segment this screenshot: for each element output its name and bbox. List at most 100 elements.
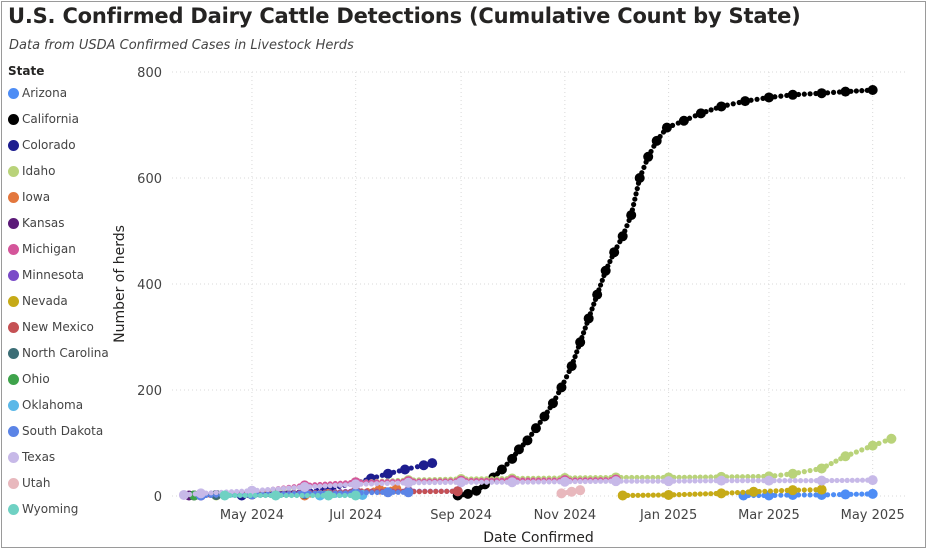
texas-data-point[interactable] xyxy=(299,481,310,492)
colorado-data-point[interactable] xyxy=(399,464,410,475)
california-data-point[interactable] xyxy=(556,382,567,393)
legend-item-iowa[interactable]: Iowa xyxy=(8,184,118,210)
legend-item-colorado[interactable]: Colorado xyxy=(8,132,118,158)
utah-data-point[interactable] xyxy=(575,485,586,496)
legend-item-nevada[interactable]: Nevada xyxy=(8,288,118,314)
idaho-trail-dot xyxy=(778,472,784,478)
legend-item-utah[interactable]: Utah xyxy=(8,470,118,496)
idaho-trail-dot xyxy=(697,474,703,480)
legend-item-kansas[interactable]: Kansas xyxy=(8,210,118,236)
new-mexico-data-point[interactable] xyxy=(452,486,463,497)
legend-item-michigan[interactable]: Michigan xyxy=(8,236,118,262)
california-data-point[interactable] xyxy=(678,115,689,126)
california-data-point[interactable] xyxy=(592,289,603,300)
wyoming-data-point[interactable] xyxy=(323,490,334,501)
california-data-point[interactable] xyxy=(522,435,533,446)
wyoming-data-point[interactable] xyxy=(270,490,281,501)
utah-data-point[interactable] xyxy=(556,488,567,499)
california-data-point[interactable] xyxy=(609,247,620,258)
california-data-point[interactable] xyxy=(661,122,672,133)
texas-data-point[interactable] xyxy=(178,489,189,500)
california-data-point[interactable] xyxy=(626,210,637,221)
texas-data-point[interactable] xyxy=(867,475,878,486)
south-dakota-data-point[interactable] xyxy=(382,487,393,498)
california-data-point[interactable] xyxy=(471,485,482,496)
california-data-point[interactable] xyxy=(462,488,473,499)
legend-item-ohio[interactable]: Ohio xyxy=(8,366,118,392)
legend-item-california[interactable]: California xyxy=(8,106,118,132)
california-data-point[interactable] xyxy=(507,453,518,464)
wyoming-trail-dot xyxy=(262,492,269,499)
colorado-data-point[interactable] xyxy=(427,458,438,469)
texas-data-point[interactable] xyxy=(816,475,827,486)
nevada-data-point[interactable] xyxy=(787,485,798,496)
idaho-data-point[interactable] xyxy=(886,433,897,444)
legend-item-idaho[interactable]: Idaho xyxy=(8,158,118,184)
california-data-point[interactable] xyxy=(763,92,774,103)
legend-item-arizona[interactable]: Arizona xyxy=(8,80,118,106)
texas-data-point[interactable] xyxy=(195,488,206,499)
colorado-data-point[interactable] xyxy=(418,460,429,471)
california-data-point[interactable] xyxy=(575,337,586,348)
utah-data-point[interactable] xyxy=(566,486,577,497)
legend-item-oklahoma[interactable]: Oklahoma xyxy=(8,392,118,418)
idaho-data-point[interactable] xyxy=(787,468,798,479)
california-data-point[interactable] xyxy=(530,423,541,434)
california-data-point[interactable] xyxy=(496,464,507,475)
california-data-point[interactable] xyxy=(566,361,577,372)
legend-item-texas[interactable]: Texas xyxy=(8,444,118,470)
texas-data-point[interactable] xyxy=(456,477,467,488)
california-data-point[interactable] xyxy=(740,96,751,107)
california-data-point[interactable] xyxy=(816,88,827,99)
idaho-data-point[interactable] xyxy=(816,463,827,474)
legend-item-north-carolina[interactable]: North Carolina xyxy=(8,340,118,366)
texas-trail-dot xyxy=(546,479,552,485)
x-tick-label: Sep 2024 xyxy=(430,508,492,523)
legend-item-south-dakota[interactable]: South Dakota xyxy=(8,418,118,444)
california-data-point[interactable] xyxy=(634,173,645,183)
legend-item-new-mexico[interactable]: New Mexico xyxy=(8,314,118,340)
arizona-data-point[interactable] xyxy=(867,488,878,499)
nevada-data-point[interactable] xyxy=(663,489,674,500)
nevada-data-point[interactable] xyxy=(617,490,628,501)
california-data-point[interactable] xyxy=(583,313,594,324)
texas-data-point[interactable] xyxy=(716,475,727,486)
texas-trail-dot xyxy=(639,478,645,484)
california-data-point[interactable] xyxy=(539,411,550,422)
texas-data-point[interactable] xyxy=(610,476,621,487)
colorado-data-point[interactable] xyxy=(382,468,393,479)
south-dakota-data-point[interactable] xyxy=(403,487,414,498)
california-data-point[interactable] xyxy=(787,89,798,100)
wyoming-data-point[interactable] xyxy=(219,490,230,501)
texas-data-point[interactable] xyxy=(350,479,361,490)
idaho-trail-dot xyxy=(655,474,661,481)
arizona-data-point[interactable] xyxy=(840,489,851,500)
idaho-data-point[interactable] xyxy=(867,440,878,451)
texas-data-point[interactable] xyxy=(403,477,414,488)
texas-data-point[interactable] xyxy=(763,475,774,486)
idaho-trail-dot xyxy=(729,474,735,480)
california-data-point[interactable] xyxy=(867,85,878,96)
nevada-data-point[interactable] xyxy=(816,484,827,495)
legend-item-wyoming[interactable]: Wyoming xyxy=(8,496,118,522)
california-data-point[interactable] xyxy=(600,265,611,276)
california-data-point[interactable] xyxy=(617,231,628,242)
legend-item-minnesota[interactable]: Minnesota xyxy=(8,262,118,288)
nevada-data-point[interactable] xyxy=(716,488,727,499)
texas-trail-dot xyxy=(644,478,651,484)
california-data-point[interactable] xyxy=(513,444,524,455)
texas-data-point[interactable] xyxy=(507,477,518,488)
idaho-data-point[interactable] xyxy=(840,451,851,462)
california-data-point[interactable] xyxy=(651,135,662,146)
wyoming-data-point[interactable] xyxy=(350,490,361,501)
texas-trail-dot xyxy=(499,479,505,485)
california-data-point[interactable] xyxy=(840,86,851,97)
texas-data-point[interactable] xyxy=(559,476,570,487)
california-data-point[interactable] xyxy=(716,101,727,112)
california-data-point[interactable] xyxy=(643,151,654,162)
texas-data-point[interactable] xyxy=(663,476,674,487)
nevada-data-point[interactable] xyxy=(748,486,759,497)
california-data-point[interactable] xyxy=(695,108,706,119)
legend-marker xyxy=(8,451,19,463)
california-data-point[interactable] xyxy=(547,398,558,409)
